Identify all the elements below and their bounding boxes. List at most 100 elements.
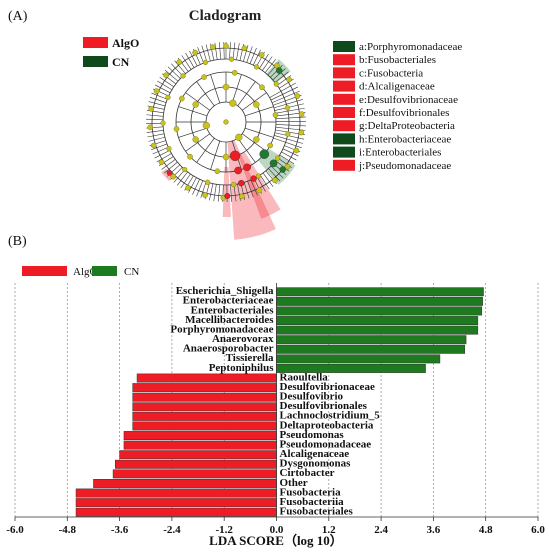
tree-node (149, 106, 154, 111)
tree-node (210, 45, 215, 50)
tree-node (299, 130, 304, 135)
tree-node (166, 95, 171, 100)
x-tick-label: -4.8 (59, 524, 77, 536)
tree-node (182, 167, 187, 172)
x-tick-label: 6.0 (531, 524, 545, 536)
tree-branch (157, 154, 172, 163)
cladogram (146, 42, 306, 240)
tree-node (275, 156, 280, 161)
tree-node (259, 85, 264, 90)
tree-node (187, 154, 192, 159)
tree-node (185, 185, 190, 190)
bar-tissierella (277, 355, 440, 363)
tree-branch (276, 117, 306, 119)
taxon-swatch-h (333, 133, 355, 144)
tree-node (205, 180, 210, 185)
tree-branch (233, 42, 235, 59)
bar-pseudomonadaceae (124, 441, 277, 449)
tree-node (215, 169, 220, 174)
tree-branch (186, 53, 195, 68)
bar-fusobacteriia (76, 498, 276, 506)
tree-branch (211, 74, 220, 103)
tree-node (285, 105, 290, 110)
tree-branch (148, 137, 164, 141)
taxon-label-i: i:Enterobacteriales (359, 147, 441, 159)
legend-label-algo: AlgO (112, 36, 139, 50)
biomarker-node (224, 193, 230, 199)
lda-legend-swatch-cn (92, 266, 117, 276)
taxon-swatch-e (333, 94, 355, 105)
tree-node (235, 134, 242, 141)
biomarker-node (238, 180, 244, 186)
tree-node (231, 182, 236, 187)
bar-porphyromonadaceae (277, 326, 478, 334)
taxon-label-c: c:Fusobacteria (359, 67, 423, 79)
tree-node (273, 112, 278, 117)
tree-node (154, 88, 159, 93)
taxon-swatch-j (333, 160, 355, 171)
taxon-label-h: h:Enterobacteriaceae (359, 133, 451, 145)
x-tick-label: -6.0 (6, 524, 24, 536)
bar-enterobacteriaceae (277, 297, 483, 305)
tree-branch (215, 43, 217, 60)
bar-label-fusobacteriales: Fusobacteriales (280, 506, 354, 518)
bar-dysgonomonas (115, 460, 276, 468)
taxon-label-f: f:Desulfovibrionales (359, 107, 449, 119)
biomarker-node (244, 164, 251, 171)
cladogram-legend: AlgO CN (83, 36, 139, 69)
tree-node (254, 64, 259, 69)
biomarker-node (270, 160, 277, 167)
tree-branch (188, 178, 196, 193)
taxon-swatch-a (333, 41, 355, 52)
tree-branch (237, 43, 240, 60)
tree-node (274, 63, 279, 68)
bar-desulfovibrionales (133, 403, 277, 411)
lda-legend-label-cn: CN (124, 266, 139, 278)
tree-node (223, 43, 228, 48)
legend-label-cn: CN (112, 55, 130, 69)
biomarker-node (280, 167, 286, 173)
tree-node (272, 178, 277, 183)
tree-node (229, 100, 236, 107)
x-tick-label: -2.4 (163, 524, 181, 536)
bar-lachnoclostridium_5 (133, 412, 277, 420)
bar-macellibacteroides (277, 316, 478, 324)
tree-node (286, 77, 291, 82)
tree-node (256, 174, 261, 179)
tree-node (295, 93, 300, 98)
tree-branch (192, 179, 199, 194)
tree-branch (219, 42, 220, 59)
bar-desulfovibrio (133, 393, 277, 401)
tree-branch (178, 128, 207, 137)
tree-node (181, 74, 186, 79)
x-tick-label: 3.6 (427, 524, 441, 536)
lda-legend: AlgO CN (22, 266, 139, 278)
tree-node (174, 126, 179, 131)
bar-fusobacteria (76, 489, 276, 497)
biomarker-node (230, 151, 240, 161)
bar-pseudomonas (124, 431, 277, 439)
tree-node (285, 132, 290, 137)
biomarker-node (276, 68, 282, 74)
tree-node (193, 102, 199, 108)
lda-x-axis-label: LDA SCORE（log 10） (209, 533, 343, 548)
tree-branch (273, 138, 301, 148)
tree-node (151, 143, 156, 148)
tree-node (253, 137, 259, 143)
tree-branch (211, 141, 220, 170)
taxon-swatch-g (333, 120, 355, 131)
bar-label-peptoniphilus: Peptoniphilus (209, 362, 275, 374)
tree-node (229, 57, 234, 62)
bar-other (93, 479, 276, 487)
tree-branch (146, 119, 163, 120)
tree-node (203, 60, 208, 65)
tree-node (201, 74, 206, 79)
tree-branch (230, 42, 231, 59)
taxon-label-b: b:Fusobacteriales (359, 54, 436, 66)
bar-cirtobacter (113, 470, 276, 478)
taxon-swatch-f (333, 107, 355, 118)
taxon-label-g: g:DeltaProteobacteria (359, 120, 455, 132)
tree-node (223, 154, 229, 160)
tree-node (177, 60, 182, 65)
